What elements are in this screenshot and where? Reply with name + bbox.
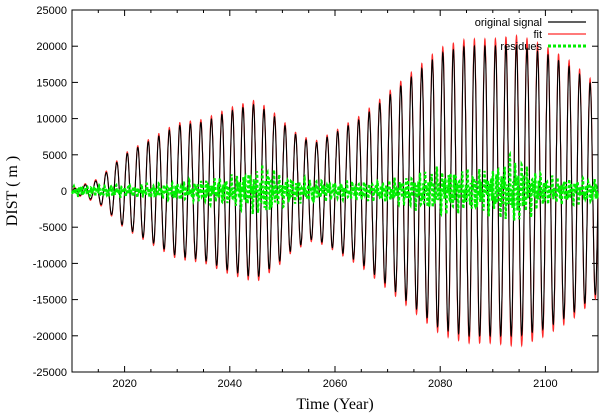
x-tick-label: 2100 [533,378,557,390]
y-tick-label: 10000 [36,114,67,126]
y-tick-label: -20000 [33,331,67,343]
x-tick-label: 2040 [218,378,242,390]
y-tick-label: -25000 [33,367,67,379]
y-axis-ticks: -25000 -20000 -15000 -10000 -5000 0 5000 10000 1… [33,5,598,379]
y-tick-label: 15000 [36,77,67,89]
x-tick-label: 2080 [428,378,452,390]
legend-label: residues [500,41,542,53]
x-tick-label: 2060 [323,378,347,390]
legend-label: fit [533,29,542,41]
y-tick-label: 0 [61,186,67,198]
y-tick-label: 20000 [36,41,67,53]
series-residues [71,150,600,221]
y-tick-label: -15000 [33,295,67,307]
y-tick-label: 25000 [36,5,67,17]
series-layer [71,33,600,348]
legend-label: original signal [475,17,542,29]
y-tick-label: 5000 [43,150,67,162]
x-axis-title: Time (Year) [296,396,373,413]
x-tick-label: 2020 [112,378,136,390]
y-tick-label: -10000 [33,258,67,270]
y-axis-title: DIST ( m ) [4,156,21,226]
x-axis-ticks: 2020 2040 2060 2080 2100 [71,10,599,390]
y-tick-label: -5000 [39,222,67,234]
